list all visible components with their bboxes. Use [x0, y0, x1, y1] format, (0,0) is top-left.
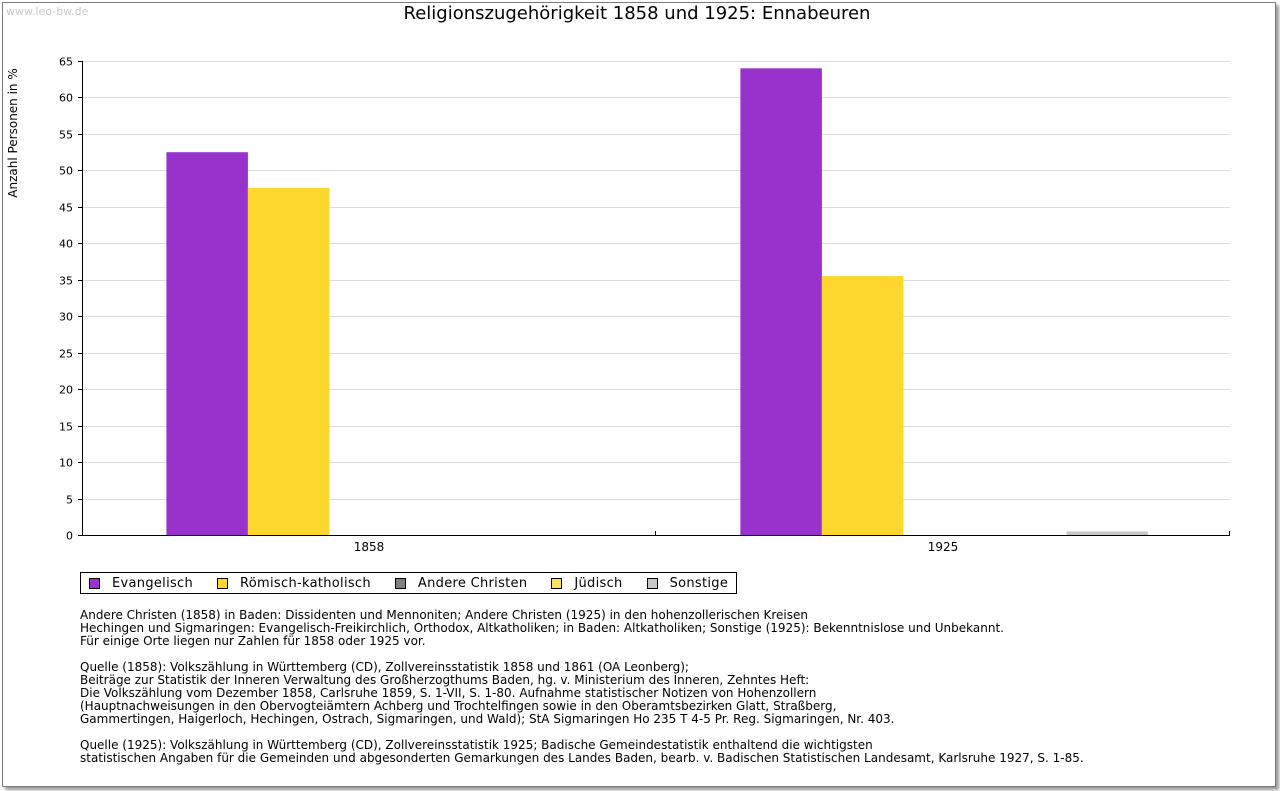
legend-swatch-juedisch: [551, 577, 563, 589]
y-tick-label: 65: [59, 56, 73, 69]
bar: [166, 152, 248, 535]
legend-label-roemisch-katholisch: Römisch-katholisch: [240, 575, 371, 591]
legend-label-andere-christen: Andere Christen: [417, 575, 528, 591]
x-tick-label: 1858: [354, 540, 385, 554]
legend-item-juedisch: Jüdisch: [551, 576, 622, 591]
y-tick-label: 50: [59, 165, 73, 178]
y-tick-label: 35: [59, 275, 73, 288]
legend-swatch-evangelisch: [89, 577, 100, 589]
x-tick-label: 1925: [928, 540, 959, 554]
bar: [1066, 531, 1148, 535]
legend-swatch-andere-christen: [394, 577, 406, 589]
bar: [821, 276, 904, 535]
y-tick-label: 45: [59, 202, 73, 215]
y-tick-label: 15: [59, 421, 73, 434]
y-tick-label: 30: [59, 311, 73, 324]
note-source-1925: Quelle (1925): Volkszählung in Württembe…: [80, 738, 1084, 765]
note-definitions: Andere Christen (1858) in Baden: Disside…: [80, 608, 1004, 648]
legend-item-evangelisch: Evangelisch: [89, 576, 193, 591]
legend-swatch-sonstige: [646, 577, 658, 589]
x-axis-ticks: 1858 1925: [354, 531, 1230, 554]
y-tick-label: 25: [59, 348, 73, 361]
bar: [740, 68, 822, 536]
note-source-1858: Quelle (1858): Volkszählung in Württembe…: [80, 660, 895, 726]
y-tick-label: 0: [66, 530, 73, 543]
legend-label-evangelisch: Evangelisch: [112, 575, 194, 591]
bar: [247, 187, 330, 535]
axes: [82, 61, 1230, 536]
y-tick-label: 40: [59, 238, 73, 251]
legend-item-roemisch-katholisch: Römisch-katholisch: [217, 576, 371, 591]
legend: Evangelisch Römisch-katholisch Andere Ch…: [80, 572, 737, 594]
y-axis-label: Anzahl Personen in %: [6, 68, 20, 198]
y-tick-label: 5: [66, 494, 73, 507]
y-tick-label: 10: [59, 457, 73, 470]
y-tick-label: 60: [59, 92, 73, 105]
y-tick-label: 20: [59, 384, 73, 397]
legend-item-sonstige: Sonstige: [646, 575, 729, 591]
watermark: www.leo-bw.de: [6, 5, 89, 18]
legend-swatch-roemisch-katholisch: [217, 577, 229, 589]
legend-label-sonstige: Sonstige: [669, 575, 729, 591]
legend-item-andere-christen: Andere Christen: [394, 575, 528, 591]
notes: Andere Christen (1858) in Baden: Disside…: [80, 609, 1260, 778]
y-axis-ticks: 0 5 10 15 20 25 30 35 40 45 50 55 60 65: [59, 56, 82, 543]
bars: [166, 68, 1148, 536]
y-tick-label: 55: [59, 129, 73, 142]
legend-label-juedisch: Jüdisch: [574, 575, 623, 591]
chart-title: Religionszugehörigkeit 1858 und 1925: En…: [403, 3, 871, 24]
